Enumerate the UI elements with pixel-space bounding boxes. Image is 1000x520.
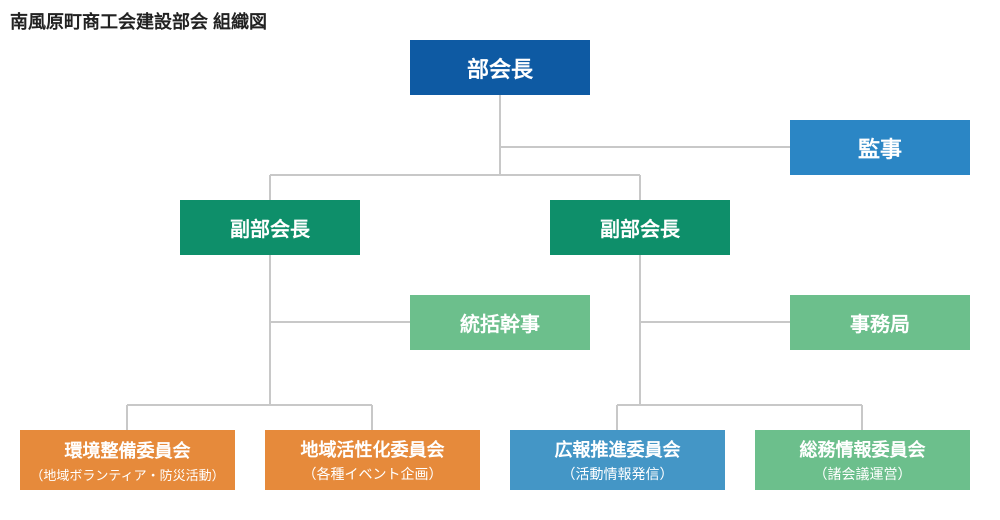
node-office: 事務局	[790, 295, 970, 350]
node-chair-label: 部会長	[467, 52, 533, 84]
node-cmte2-label: 地域活性化委員会	[301, 436, 445, 462]
node-auditor: 監事	[790, 120, 970, 175]
node-cmte4-label: 総務情報委員会	[800, 436, 926, 462]
node-cmte1-sub: （地域ボランティア・防災活動）	[30, 465, 224, 484]
node-cmte1-label: 環境整備委員会	[65, 437, 191, 463]
node-cmte3-label: 広報推進委員会	[555, 436, 681, 462]
node-vp1-label: 副部会長	[230, 213, 310, 242]
node-manager-label: 統括幹事	[460, 308, 540, 337]
node-manager: 統括幹事	[410, 295, 590, 350]
node-cmte4-sub: （諸会議運営）	[814, 464, 912, 484]
node-auditor-label: 監事	[858, 132, 902, 164]
node-cmte3: 広報推進委員会（活動情報発信）	[510, 430, 725, 490]
node-cmte2-sub: （各種イベント企画）	[303, 464, 443, 484]
node-cmte3-sub: （活動情報発信）	[562, 464, 674, 484]
node-vp1: 副部会長	[180, 200, 360, 255]
node-vp2-label: 副部会長	[600, 213, 680, 242]
node-cmte2: 地域活性化委員会（各種イベント企画）	[265, 430, 480, 490]
node-cmte4: 総務情報委員会（諸会議運営）	[755, 430, 970, 490]
node-cmte1: 環境整備委員会 （地域ボランティア・防災活動）	[20, 430, 235, 490]
chart-title: 南風原町商工会建設部会 組織図	[10, 8, 267, 34]
node-chair: 部会長	[410, 40, 590, 95]
node-vp2: 副部会長	[550, 200, 730, 255]
node-office-label: 事務局	[850, 308, 910, 337]
